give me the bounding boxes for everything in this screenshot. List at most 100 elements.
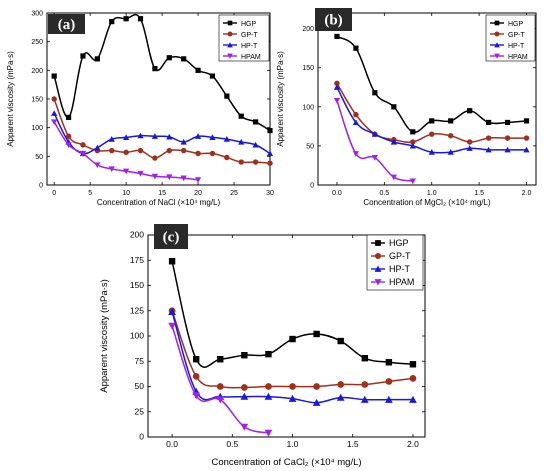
- series-line-hgp: [53, 13, 271, 132]
- data-point-hgp: [409, 361, 417, 368]
- x-tick-label: 2.0: [522, 190, 532, 197]
- data-point-hgp: [195, 67, 201, 73]
- legend: HGP GP-T HP-T HPAM: [366, 234, 424, 291]
- data-point-gp-t: [429, 131, 435, 137]
- legend-marker: [374, 279, 382, 286]
- legend-label: HP-T: [241, 43, 258, 50]
- data-point-hpam: [333, 97, 341, 104]
- x-tick-label: 20: [194, 190, 202, 197]
- legend-marker: [374, 265, 382, 272]
- data-point-hp-t: [151, 133, 159, 139]
- panel-label: (b): [324, 13, 342, 29]
- data-point-hgp: [137, 16, 144, 22]
- data-point-hgp: [265, 350, 272, 358]
- data-point-hgp: [209, 73, 216, 79]
- data-point-gp-t: [385, 378, 393, 385]
- data-point-hgp: [337, 337, 344, 345]
- data-point-gp-t: [361, 381, 369, 388]
- data-point-hpam: [192, 392, 201, 400]
- data-point-hgp: [448, 118, 454, 124]
- data-point-hp-t: [504, 146, 511, 153]
- data-point-hgp: [313, 330, 320, 338]
- data-point-gp-t: [313, 383, 320, 390]
- data-point-gp-t: [180, 147, 187, 154]
- x-tick-label: 1.0: [287, 439, 299, 449]
- data-point-hgp: [429, 118, 435, 124]
- data-point-gp-t: [192, 373, 200, 380]
- data-point-hpam: [180, 175, 187, 182]
- plot-frame: [317, 12, 537, 186]
- data-point-gp-t: [152, 155, 158, 161]
- data-point-hpam: [216, 396, 225, 404]
- x-tick-label: 1.5: [474, 190, 484, 197]
- data-point-hpam: [168, 322, 176, 330]
- data-point-gp-t: [252, 159, 259, 165]
- data-point-gp-t: [123, 149, 129, 156]
- data-point-hp-t: [94, 144, 101, 151]
- chart-panel-b: 0.0 0.5 1.0 1.5 2.0 0 50 100 150 200 Concentration…: [276, 8, 537, 207]
- data-point-hgp: [523, 118, 530, 124]
- data-point-hp-t: [168, 307, 176, 315]
- series-line-gp-t: [53, 98, 271, 164]
- data-point-hgp: [152, 66, 158, 72]
- data-point-hgp: [385, 359, 393, 366]
- data-point-gp-t: [65, 133, 72, 139]
- y-tick-label: 150: [31, 97, 43, 104]
- data-point-hpam: [151, 173, 159, 180]
- data-point-hgp: [65, 114, 72, 120]
- y-tick-label: 200: [31, 68, 43, 75]
- data-point-hp-t: [485, 146, 492, 153]
- y-tick-label: 150: [130, 280, 144, 290]
- data-point-gp-t: [466, 139, 473, 145]
- legend-marker: [227, 31, 233, 37]
- y-tick-label: 0: [310, 183, 314, 190]
- data-point-gp-t: [337, 381, 345, 388]
- data-point-gp-t: [238, 159, 244, 165]
- x-tick-label: 0.5: [226, 439, 238, 449]
- data-point-gp-t: [224, 154, 230, 161]
- data-point-hpam: [240, 423, 249, 431]
- data-point-hgp: [181, 56, 187, 62]
- legend-marker: [227, 42, 233, 48]
- data-point-hgp: [123, 16, 129, 22]
- data-point-hgp: [166, 55, 172, 61]
- y-axis-title: Apparent viscosity (mPa·s): [6, 51, 15, 147]
- data-point-hpam: [409, 178, 416, 185]
- data-point-hgp: [224, 93, 230, 99]
- series-line-gp-t: [171, 310, 414, 389]
- data-point-hp-t: [240, 392, 249, 400]
- y-tick-label: 200: [302, 26, 314, 33]
- x-tick-label: 5: [88, 190, 92, 197]
- legend-label: HPAM: [241, 54, 261, 61]
- data-point-gp-t: [216, 383, 224, 390]
- y-tick-label: 100: [302, 104, 314, 111]
- x-tick-label: 0: [52, 190, 56, 197]
- series-line-hp-t: [53, 112, 271, 155]
- data-point-hp-t: [523, 146, 530, 153]
- data-point-hp-t: [223, 136, 230, 142]
- legend-marker: [375, 240, 381, 246]
- data-point-gp-t: [240, 384, 248, 391]
- x-axis-title: Concentration of MgCl₂ (×10⁴ mg/L): [363, 198, 491, 207]
- data-point-hpam: [166, 174, 173, 181]
- y-tick-label: 0: [139, 432, 144, 442]
- data-point-hp-t: [390, 138, 397, 145]
- legend: HGP GP-T HP-T HPAM: [218, 14, 270, 62]
- data-point-hgp: [372, 90, 378, 96]
- data-point-hgp: [391, 104, 397, 110]
- data-point-hpam: [137, 170, 144, 177]
- y-tick-label: 100: [31, 125, 43, 132]
- data-point-hp-t: [333, 84, 341, 90]
- data-point-hp-t: [166, 133, 173, 140]
- x-tick-label: 0.0: [166, 439, 178, 449]
- legend-label: HP-T: [389, 264, 410, 274]
- x-axis-title: Concentration of NaCl (×10⁴ mg/L): [97, 198, 221, 207]
- data-point-hpam: [194, 177, 202, 183]
- data-point-hgp: [217, 356, 224, 363]
- data-point-gp-t: [334, 80, 340, 87]
- data-point-hp-t: [51, 110, 58, 116]
- panel-label: (a): [58, 17, 76, 33]
- legend: HGP GP-T HP-T HPAM: [485, 14, 536, 62]
- data-point-hp-t: [409, 395, 417, 403]
